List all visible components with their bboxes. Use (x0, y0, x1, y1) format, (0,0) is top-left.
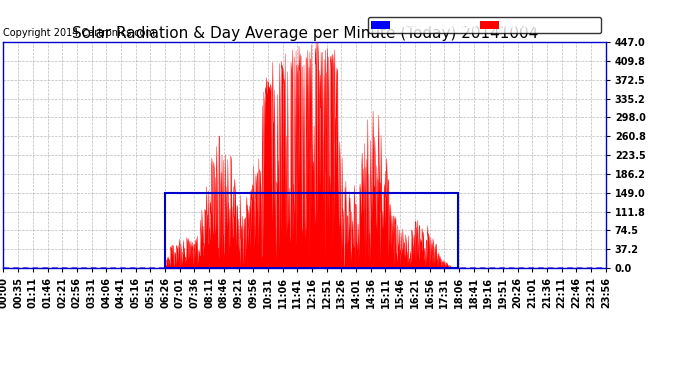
Legend: Median (W/m2), Radiation (W/m2): Median (W/m2), Radiation (W/m2) (368, 18, 601, 33)
Bar (165, 193, 458, 268)
Title: Solar Radiation & Day Average per Minute (Today) 20141004: Solar Radiation & Day Average per Minute… (72, 26, 538, 41)
Text: Copyright 2014 Cartronics.com: Copyright 2014 Cartronics.com (3, 28, 155, 38)
